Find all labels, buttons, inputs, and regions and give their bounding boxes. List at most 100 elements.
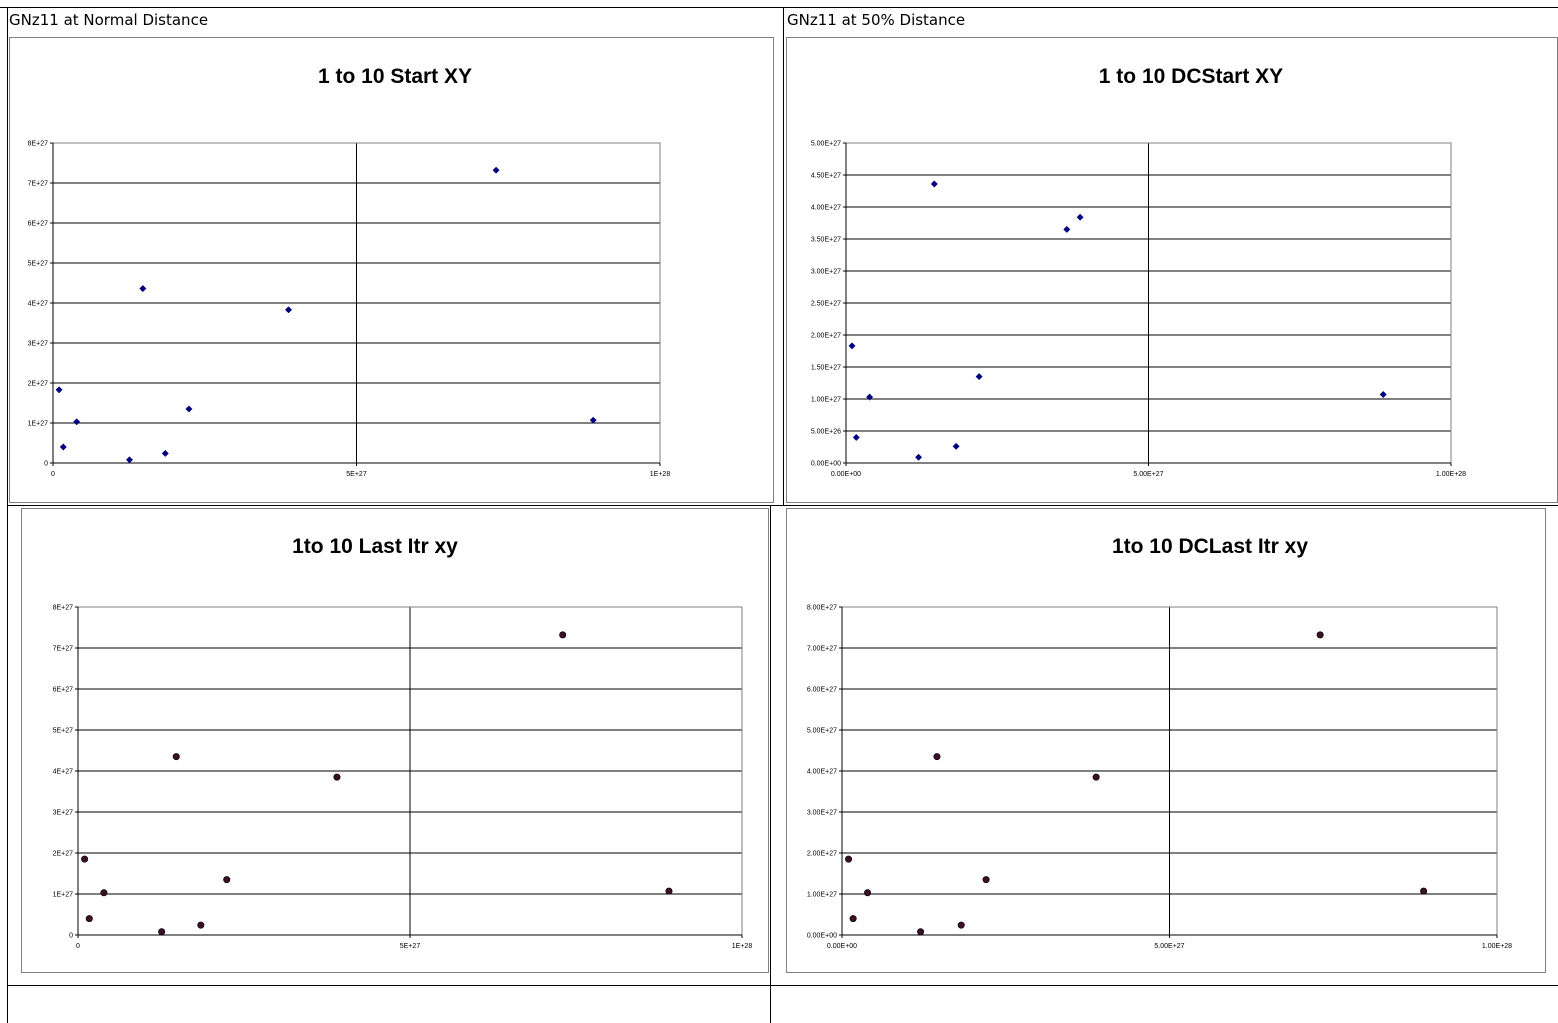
data-point <box>975 373 983 381</box>
data-point <box>185 405 193 413</box>
y-tick-label: 1E+27 <box>28 421 49 428</box>
data-point <box>933 753 941 761</box>
data-point <box>915 453 923 461</box>
x-tick-label: 0.00E+00 <box>827 943 857 950</box>
y-tick-label: 4.50E+27 <box>811 173 841 180</box>
y-tick-label: 8E+27 <box>53 605 74 612</box>
y-tick-label: 7E+27 <box>53 646 74 653</box>
data-point <box>1316 631 1324 639</box>
data-point <box>333 773 341 781</box>
y-tick-label: 7.00E+27 <box>807 646 837 653</box>
data-point <box>665 887 673 895</box>
data-point <box>917 928 925 936</box>
left-column-header: GNz11 at Normal Distance <box>9 11 209 29</box>
data-point <box>852 433 860 441</box>
x-tick-label: 1E+28 <box>732 943 753 950</box>
data-point <box>957 921 965 929</box>
x-tick-label: 0 <box>51 471 55 478</box>
y-tick-label: 4.00E+27 <box>811 205 841 212</box>
data-point <box>1063 225 1071 233</box>
x-tick-label: 0 <box>76 943 80 950</box>
data-point <box>952 442 960 450</box>
data-point <box>139 285 147 293</box>
data-point <box>81 855 89 863</box>
data-point <box>864 889 872 897</box>
sheet-gridline-top <box>0 7 1558 8</box>
y-tick-label: 3.00E+27 <box>807 810 837 817</box>
chart-normal-start: 1 to 10 Start XY 0 1E+27 2E+27 3E+27 4E+27 5E+… <box>28 65 671 478</box>
chart-half-last: 1to 10 DCLast Itr xy 0.00E+00 1.00E+27 2.00… <box>807 535 1512 950</box>
y-tick-label: 0.00E+00 <box>811 461 841 468</box>
x-tick-label: 0.00E+00 <box>831 471 861 478</box>
x-tick-label: 5E+27 <box>400 943 421 950</box>
y-tick-label: 3E+27 <box>28 341 49 348</box>
y-tick-label: 6E+27 <box>53 687 74 694</box>
x-tick-label: 5E+27 <box>346 471 367 478</box>
data-point <box>982 876 990 884</box>
data-point <box>930 180 938 188</box>
data-point <box>1092 773 1100 781</box>
data-point <box>866 393 874 401</box>
data-point <box>73 418 81 426</box>
y-tick-label: 5.00E+26 <box>811 429 841 436</box>
chart-panel-half-start[interactable]: 1 to 10 DCStart XY 0.00E+00 5.00E+26 1.00E+… <box>786 37 1558 503</box>
chart-title: 1 to 10 Start XY <box>318 65 472 88</box>
y-tick-label: 0 <box>44 461 48 468</box>
y-tick-label: 1.00E+27 <box>811 397 841 404</box>
y-tick-label: 5.00E+27 <box>811 141 841 148</box>
y-tick-label: 4E+27 <box>28 301 49 308</box>
data-point <box>284 306 293 314</box>
data-point <box>1076 213 1084 221</box>
y-tick-label: 8E+27 <box>28 141 49 148</box>
y-tick-label: 1E+27 <box>53 892 74 899</box>
sheet-gridline-row <box>7 505 1558 506</box>
y-tick-label: 4.00E+27 <box>807 769 837 776</box>
y-tick-label: 1.50E+27 <box>811 365 841 372</box>
chart-panel-half-last[interactable]: 1to 10 DCLast Itr xy 0.00E+00 1.00E+27 2.00… <box>786 508 1546 973</box>
x-tick-label: 5.00E+27 <box>1154 943 1184 950</box>
data-point <box>845 855 853 863</box>
sheet-gridline-middle <box>783 7 784 505</box>
y-tick-label: 5E+27 <box>53 728 74 735</box>
y-tick-label: 6E+27 <box>28 221 49 228</box>
y-tick-label: 2E+27 <box>28 381 49 388</box>
y-tick-label: 7E+27 <box>28 181 49 188</box>
data-point <box>172 753 180 761</box>
y-tick-label: 5.00E+27 <box>807 728 837 735</box>
y-tick-label: 3.50E+27 <box>811 237 841 244</box>
data-point <box>559 631 567 639</box>
y-tick-label: 8.00E+27 <box>807 605 837 612</box>
data-point <box>848 342 856 350</box>
y-tick-label: 2E+27 <box>53 851 74 858</box>
y-tick-label: 4E+27 <box>53 769 74 776</box>
chart-panel-normal-start[interactable]: 1 to 10 Start XY 0 1E+27 2E+27 3E+27 4E+27 5E+… <box>9 37 774 503</box>
data-point <box>589 416 597 424</box>
data-point <box>85 915 93 923</box>
data-point <box>492 166 500 174</box>
y-tick-label: 3E+27 <box>53 810 74 817</box>
data-point <box>125 456 134 464</box>
data-point <box>158 928 166 936</box>
chart-title: 1 to 10 DCStart XY <box>1099 65 1283 88</box>
sheet-gridline-bottom <box>7 985 1558 986</box>
data-point <box>1379 390 1387 399</box>
y-tick-label: 0 <box>69 933 73 940</box>
data-point <box>55 386 63 394</box>
x-tick-label: 1.00E+28 <box>1436 471 1466 478</box>
chart-half-start: 1 to 10 DCStart XY 0.00E+00 5.00E+26 1.00E+… <box>811 65 1466 478</box>
sheet-gridline-left <box>7 7 8 1023</box>
y-tick-label: 2.00E+27 <box>807 851 837 858</box>
chart-title: 1to 10 DCLast Itr xy <box>1112 535 1308 558</box>
data-point <box>100 889 108 897</box>
sheet-gridline-middle-lower <box>770 505 771 1023</box>
y-tick-label: 2.50E+27 <box>811 301 841 308</box>
data-point <box>849 915 857 923</box>
y-tick-label: 1.00E+27 <box>807 892 837 899</box>
chart-normal-last: 1to 10 Last Itr xy 0 1E+27 2E+27 3E+27 4E+27 5… <box>53 535 753 950</box>
data-point <box>197 921 205 929</box>
chart-panel-normal-last[interactable]: 1to 10 Last Itr xy 0 1E+27 2E+27 3E+27 4E+27 5… <box>21 508 769 973</box>
data-point <box>59 443 67 451</box>
x-tick-label: 1.00E+28 <box>1482 943 1512 950</box>
x-tick-label: 5.00E+27 <box>1133 471 1163 478</box>
x-tick-label: 1E+28 <box>650 471 671 478</box>
